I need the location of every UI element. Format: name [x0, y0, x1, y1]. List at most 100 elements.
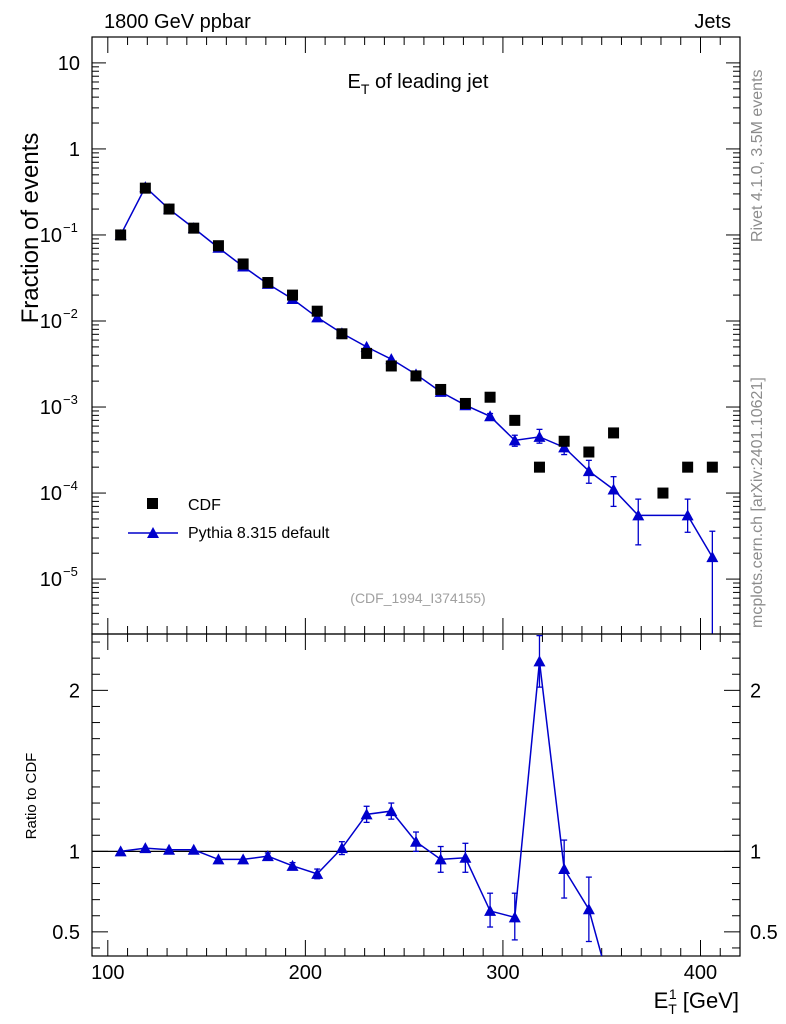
- cdf-point: [163, 203, 175, 215]
- ratio-y-tick-label: 2: [69, 680, 80, 702]
- ratio-point: [434, 853, 447, 865]
- cdf-point: [558, 435, 570, 447]
- ratio-error-bars: [264, 634, 592, 943]
- ratio-plot-frame: [91, 633, 741, 957]
- main-y-tick-label: 10: [58, 53, 80, 75]
- mc-error-bars: [462, 402, 716, 634]
- main-y-axis-label: Fraction of events: [17, 133, 44, 324]
- mc-point: [558, 441, 571, 453]
- cdf-point: [682, 461, 694, 473]
- ratio-y-tick-label-right: 2: [750, 680, 761, 702]
- ratio-point: [311, 867, 324, 879]
- ratio-point: [459, 851, 472, 863]
- main-y-tick-exponent: −2: [63, 306, 78, 321]
- cdf-point: [435, 383, 447, 395]
- cdf-point: [287, 289, 299, 301]
- plot-title: ET of leading jet: [348, 71, 489, 97]
- cdf-point: [657, 487, 669, 499]
- mc-point: [706, 551, 719, 563]
- ratio-y-tick-label: 1: [69, 841, 80, 863]
- cdf-point: [188, 222, 200, 234]
- legend-mc-label: Pythia 8.315 default: [188, 525, 330, 542]
- ratio-point: [237, 853, 250, 865]
- main-y-tick-label: 10: [40, 569, 62, 591]
- ratio-point: [114, 845, 127, 857]
- x-axis-label: ET1 [GeV]: [654, 986, 739, 1017]
- ratio-point: [558, 863, 571, 875]
- cdf-point: [509, 414, 521, 426]
- cdf-point: [361, 347, 373, 359]
- ratio-y-tick-label-right: 1: [750, 841, 761, 863]
- cdf-point: [115, 229, 127, 241]
- ratio-y-tick-labels: 0.5 1 2: [52, 680, 80, 944]
- ratio-y-tick-labels-right: 0.5 1 2: [750, 680, 778, 944]
- mc-point: [508, 434, 521, 446]
- ratio-point: [163, 843, 176, 855]
- rivet-info-label: Rivet 4.1.0, 3.5M events: [749, 69, 766, 242]
- main-y-tick-label: 10: [40, 311, 62, 333]
- main-y-tick-label: 10: [40, 483, 62, 505]
- mc-point: [311, 311, 324, 323]
- ratio-series-points: [114, 655, 595, 923]
- main-y-tick-exponent: −5: [63, 564, 78, 579]
- ratio-axis-ticks: [92, 634, 741, 956]
- energy-label: 1800 GeV ppbar: [104, 11, 251, 33]
- ratio-series-line: [120, 661, 603, 957]
- ratio-y-tick-label-right: 0.5: [750, 922, 778, 944]
- mc-point: [533, 430, 546, 442]
- cdf-point: [608, 427, 620, 439]
- legend-cdf-label: CDF: [188, 497, 221, 514]
- cdf-point: [237, 258, 249, 270]
- cdf-point: [533, 461, 545, 473]
- mc-point: [484, 410, 497, 422]
- cdf-point: [385, 360, 397, 372]
- main-y-tick-label: 10: [40, 225, 62, 247]
- mc-point: [607, 483, 620, 495]
- x-tick-label: 300: [486, 962, 519, 984]
- main-axis-ticks: [92, 36, 741, 634]
- ratio-point: [261, 850, 274, 862]
- ratio-point: [508, 911, 521, 923]
- cdf-point: [311, 305, 323, 317]
- legend-mc-marker: [147, 527, 159, 538]
- ratio-point: [385, 805, 398, 817]
- ratio-point: [187, 843, 200, 855]
- main-y-tick-label: 1: [69, 139, 80, 161]
- ratio-point: [335, 842, 348, 854]
- main-plot-frame: [91, 36, 741, 635]
- cdf-data-points: [115, 182, 718, 499]
- cdf-point: [484, 391, 496, 403]
- ratio-point: [286, 859, 299, 871]
- x-tick-label: 100: [91, 962, 124, 984]
- ratio-point: [410, 835, 422, 847]
- cdf-point: [459, 397, 471, 409]
- ratio-y-tick-label: 0.5: [52, 922, 80, 944]
- ratio-point: [212, 853, 225, 865]
- cdf-point: [262, 277, 274, 289]
- legend-cdf-marker: [147, 498, 158, 509]
- ratio-point: [139, 842, 152, 854]
- ratio-point: [360, 808, 373, 820]
- process-label: Jets: [694, 11, 731, 33]
- ratio-x-tick-labels: 100 200 300 400: [91, 962, 717, 984]
- x-tick-label: 400: [684, 962, 717, 984]
- x-tick-label: 200: [289, 962, 322, 984]
- cdf-point: [212, 240, 224, 252]
- ratio-plot-panel: 0.5 1 2 0.5 1 2 100 200 300 400 Ratio to CDF ET…: [23, 633, 778, 1017]
- ratio-point: [484, 904, 497, 916]
- mcplots-label: mcplots.cern.ch [arXiv:2401.10621]: [749, 377, 766, 628]
- mc-point: [632, 509, 645, 521]
- cdf-point: [706, 461, 718, 473]
- ratio-point: [582, 903, 595, 915]
- cdf-point: [410, 370, 422, 382]
- cdf-point: [139, 182, 151, 194]
- cdf-point: [583, 446, 595, 458]
- mc-point: [681, 509, 694, 521]
- main-y-tick-exponent: −4: [63, 478, 78, 493]
- mc-point: [582, 465, 595, 477]
- legend: CDF Pythia 8.315 default: [128, 497, 330, 542]
- ratio-point: [533, 655, 546, 667]
